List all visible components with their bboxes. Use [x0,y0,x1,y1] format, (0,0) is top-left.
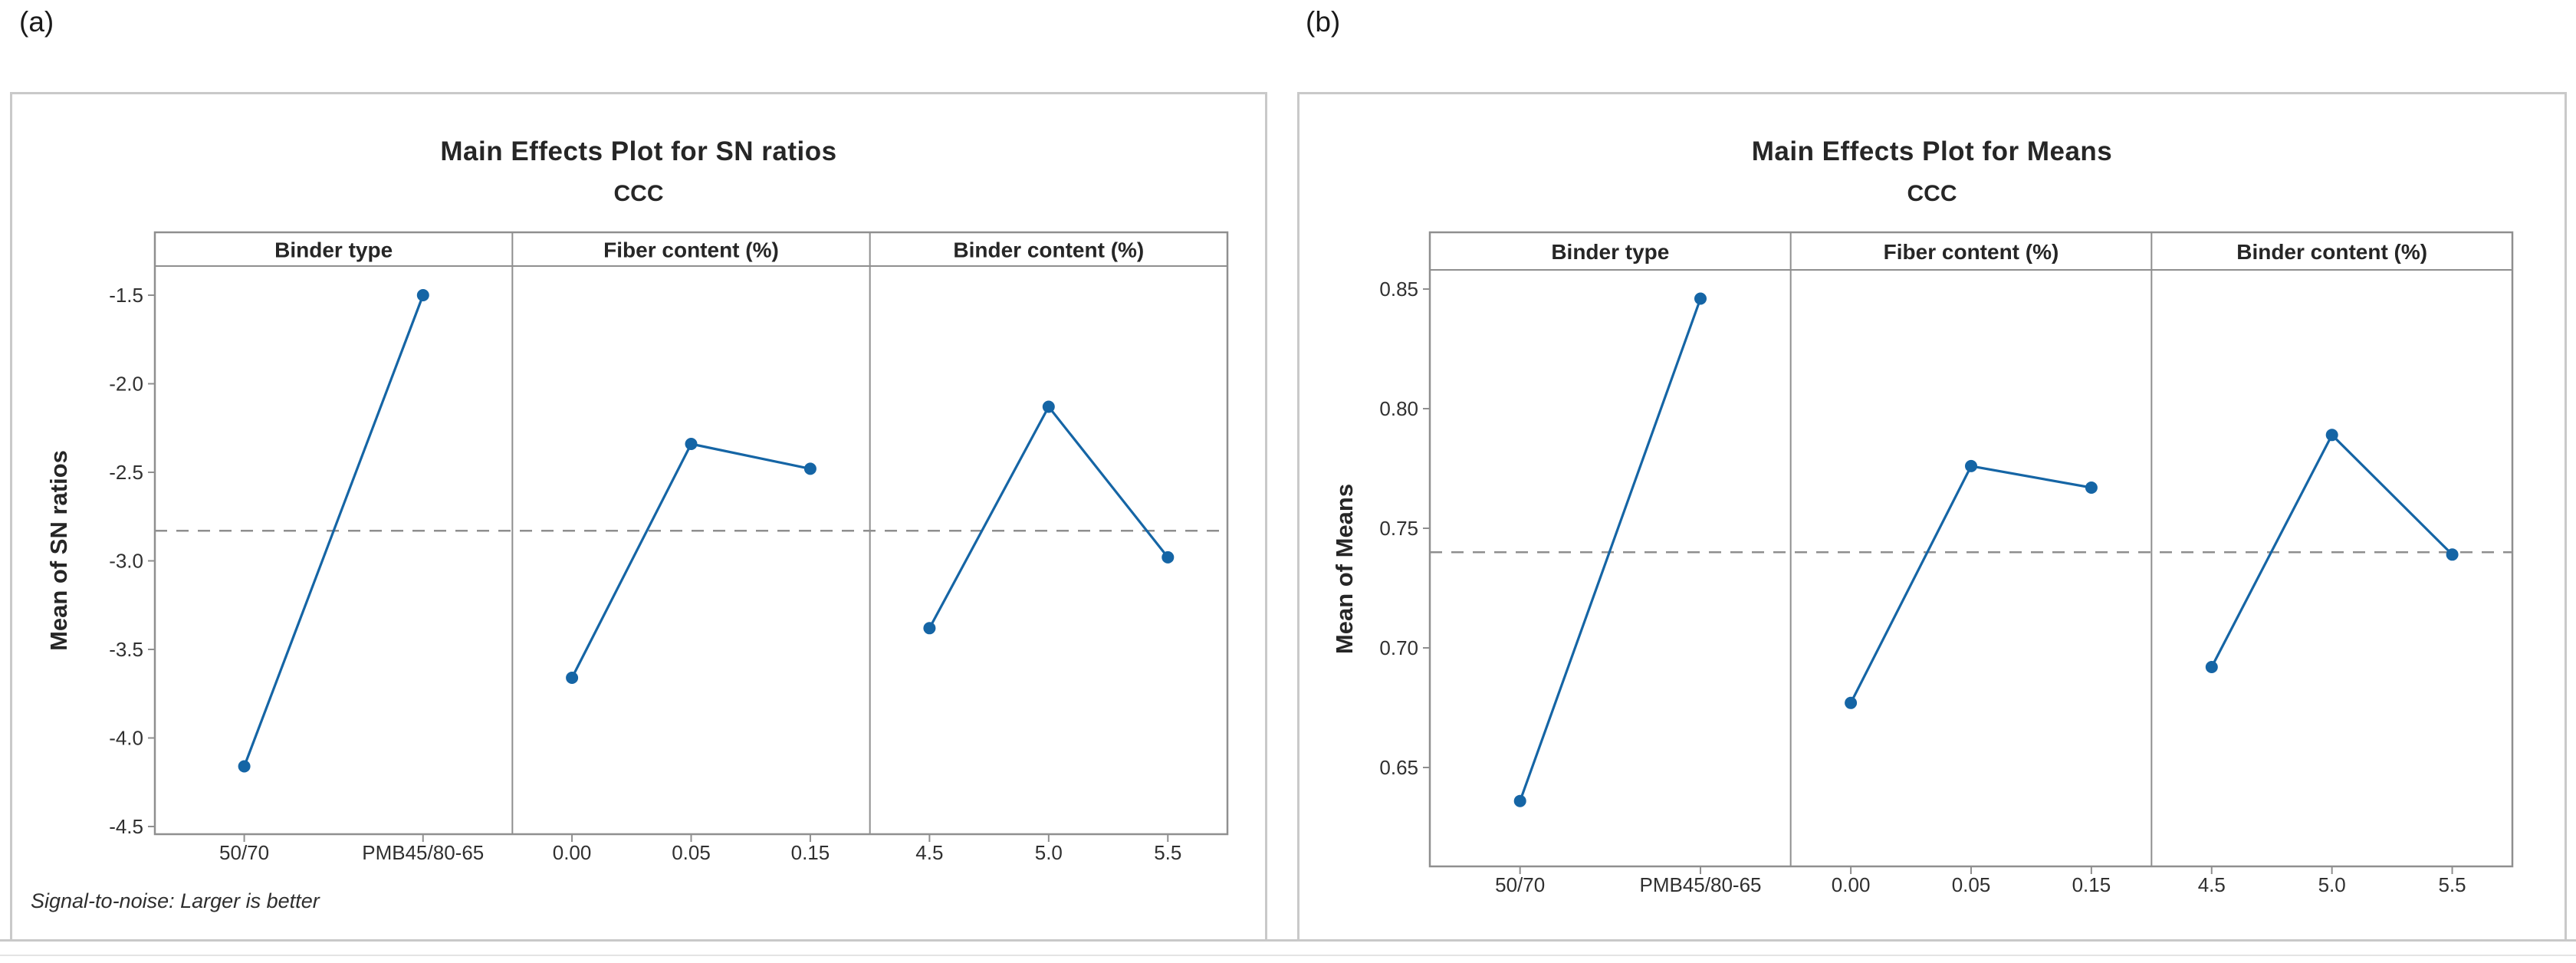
chart-a-subtitle: CCC [613,181,664,206]
chart-a-title: Main Effects Plot for SN ratios [440,136,837,166]
chart-b-means: Main Effects Plot for Means CCC Mean of … [1297,92,2567,942]
x-tick-label: 50/70 [219,841,269,864]
panel-header-label: Binder content (%) [953,238,1144,262]
data-point [416,289,429,301]
sn-ratios-plot: Binder type 50/70 PMB45/80-65 Fiber content… [109,231,1229,864]
x-tick-label: 5.0 [1035,841,1063,864]
x-tick-label: PMB45/80-65 [362,841,484,864]
series-line [928,404,1169,629]
series-line [2210,432,2453,668]
data-point [685,438,698,450]
y-tick-label: 0.80 [1379,397,1418,420]
x-tick-label: 0.15 [791,841,830,864]
x-tick-label: 0.00 [1832,873,1871,896]
panel-header-label: Binder type [1551,240,1669,264]
x-tick-label: 0.00 [553,841,592,864]
series-line [1849,465,2092,704]
data-point [1513,794,1526,807]
y-tick-label: -3.0 [109,550,143,573]
y-tick-label: 0.70 [1379,636,1418,659]
data-point [2446,548,2459,561]
data-point [2325,429,2338,442]
subfigure-label-b: (b) [1306,6,1341,38]
series-line [243,294,425,767]
x-tick-label: 5.0 [2318,873,2346,896]
x-tick-label: 0.15 [2072,873,2111,896]
y-tick-label: -2.0 [109,373,143,396]
data-point [238,760,251,773]
x-tick-label: 5.5 [2438,873,2466,896]
x-tick-label: 4.5 [2198,873,2226,896]
data-point [1042,400,1055,413]
panel-header-label: Fiber content (%) [603,238,779,262]
y-tick-label: -4.5 [109,815,143,838]
y-tick-label: 0.65 [1379,756,1418,779]
x-tick-label: 50/70 [1495,873,1545,896]
chart-a-footnote: Signal-to-noise: Larger is better [31,889,320,912]
means-plot: Binder type 50/70 PMB45/80-65 Fiber content… [1379,231,2514,896]
x-tick-label: 0.05 [1952,873,1991,896]
data-point [1694,292,1707,305]
plot-frame [1428,231,2514,868]
data-point [803,462,816,475]
chart-a-sn-ratios: Main Effects Plot for SN ratios CCC Mean… [10,92,1267,942]
figure-bottom-rule-light [0,955,2576,956]
y-tick-label: 0.75 [1379,517,1418,540]
data-point [923,622,936,635]
data-point [2205,661,2218,673]
plot-frame [153,231,1229,836]
chart-b-subtitle: CCC [1907,181,1957,206]
x-tick-label: 5.5 [1154,841,1181,864]
data-point [1845,696,1858,709]
panel-header-label: Binder content (%) [2236,240,2427,264]
x-tick-label: 4.5 [915,841,943,864]
data-point [2085,482,2098,494]
panel-header-label: Fiber content (%) [1884,240,2059,264]
panel-header-band [1430,232,2512,270]
x-tick-label: 0.05 [672,841,711,864]
panel-header-label: Binder type [274,238,393,262]
data-point [1965,459,1977,472]
chart-b-title: Main Effects Plot for Means [1751,136,2113,166]
y-tick-label: -4.0 [109,727,143,750]
y-tick-label: -2.5 [109,461,143,484]
x-tick-label: PMB45/80-65 [1640,873,1762,896]
y-tick-label: -1.5 [109,284,143,307]
series-line [1519,297,1702,802]
data-point [566,672,579,684]
panel-header-band [155,232,1227,266]
subfigure-label-a: (a) [19,6,54,38]
y-tick-label: -3.5 [109,638,143,661]
series-line [570,442,811,679]
y-tick-label: 0.85 [1379,278,1418,301]
data-point [1162,551,1175,564]
